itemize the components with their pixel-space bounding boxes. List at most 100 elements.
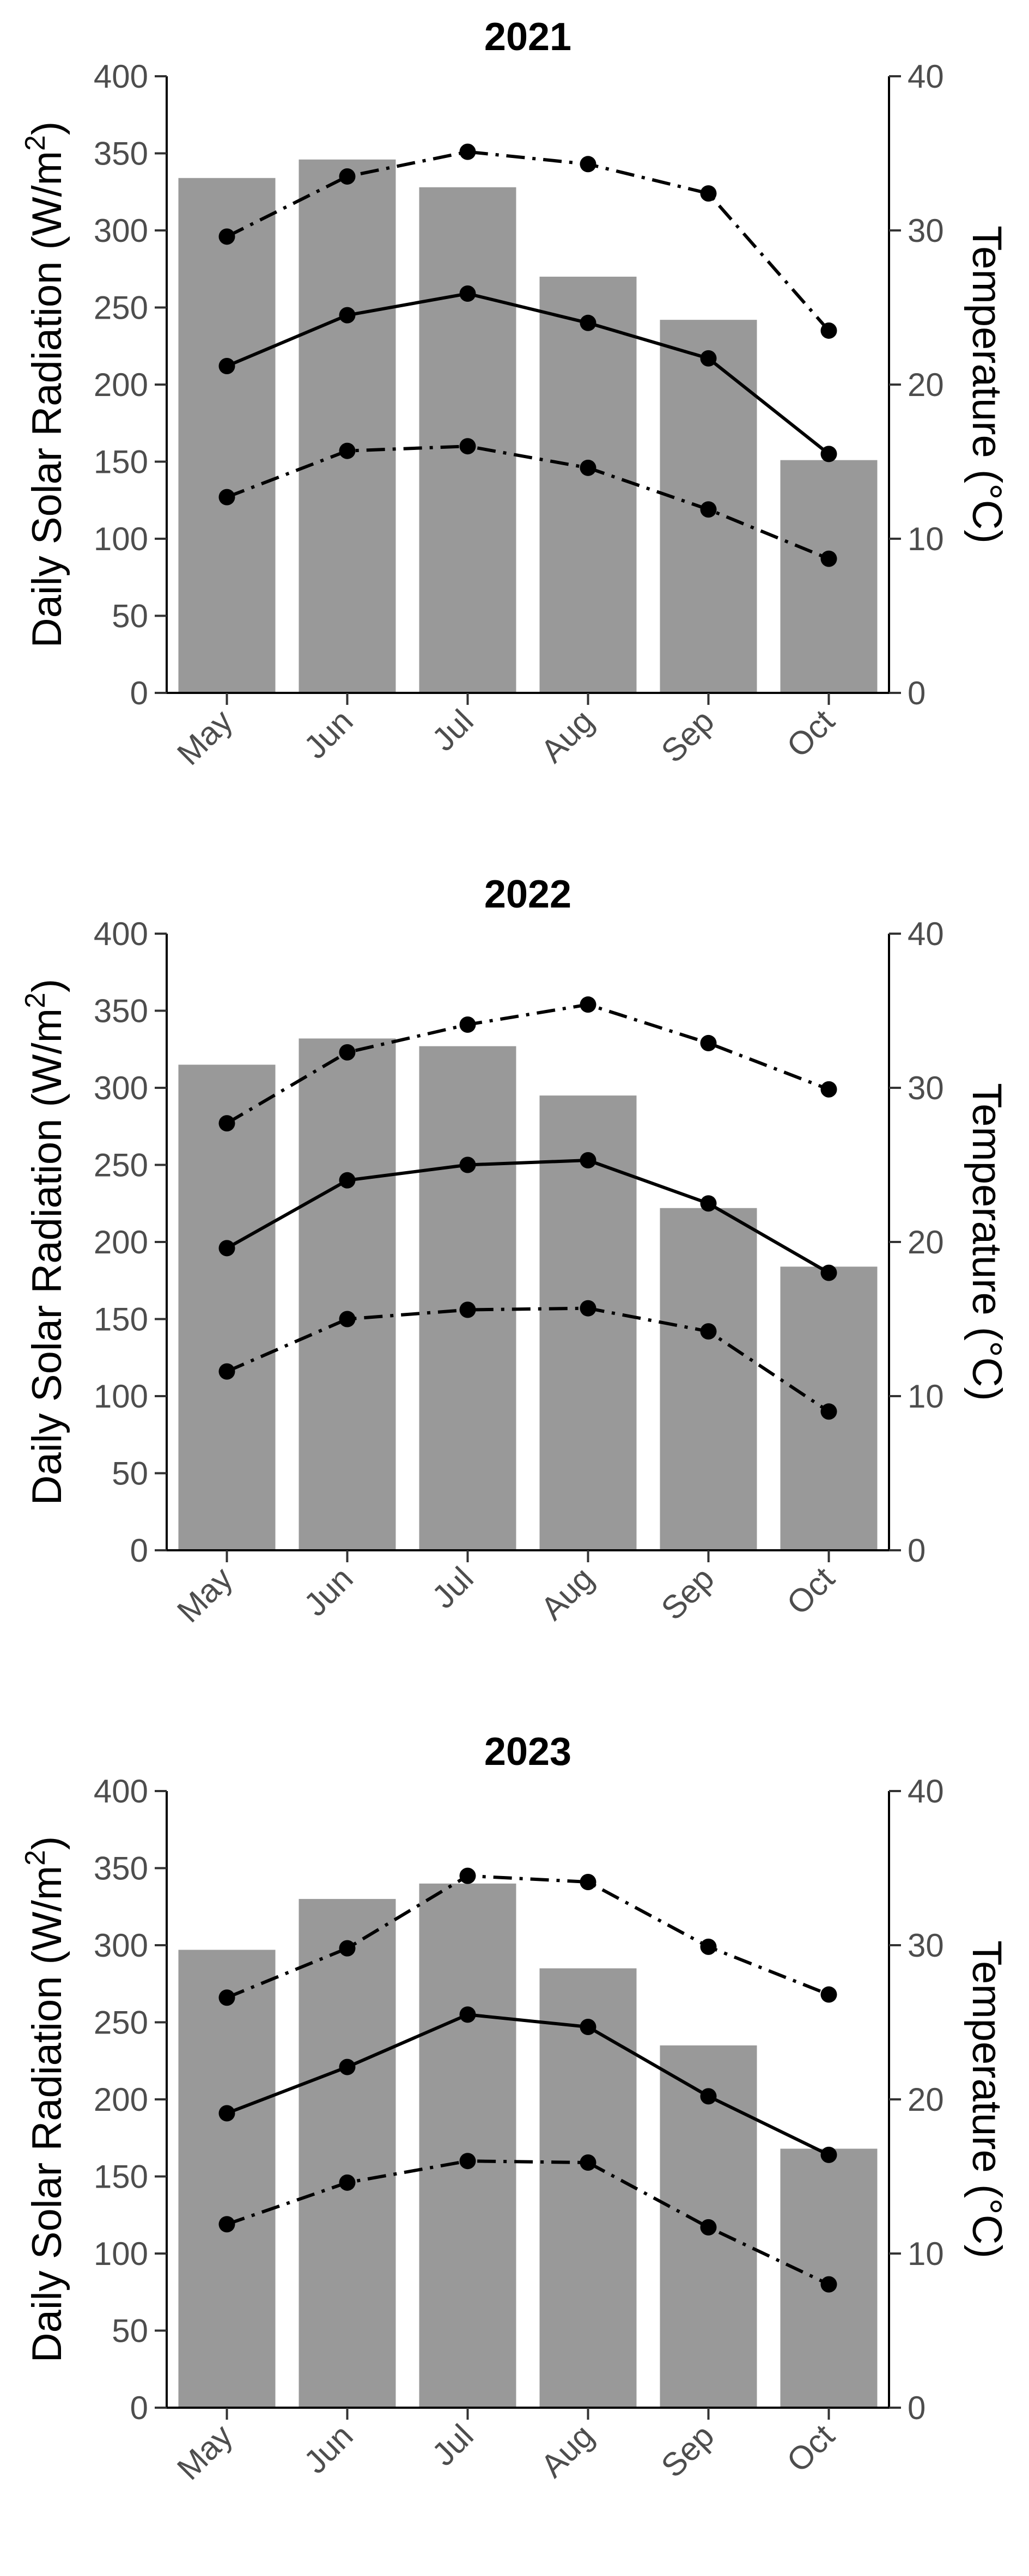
temperature-point xyxy=(700,2219,717,2236)
temperature-line-mean xyxy=(226,1159,830,1275)
temperature-point xyxy=(218,1989,235,2006)
temperature-line-mean xyxy=(226,292,830,455)
x-tick-label: Sep xyxy=(654,2417,721,2484)
temperature-point xyxy=(580,996,596,1013)
temperature-point xyxy=(218,1115,235,1132)
temperature-point xyxy=(339,1044,356,1061)
right-axis-title: Temperature (°C) xyxy=(964,226,1010,544)
temperature-point xyxy=(820,1264,837,1281)
bar-jul xyxy=(419,1883,516,2408)
bar-jun xyxy=(299,159,396,693)
temperature-line-max xyxy=(226,1003,830,1125)
temperature-point xyxy=(459,2153,476,2170)
right-tick-label: 10 xyxy=(908,521,944,557)
left-axis-title-sup: 2 xyxy=(20,135,51,151)
temperature-point xyxy=(820,446,837,462)
left-tick-label: 100 xyxy=(94,521,148,557)
temperature-point xyxy=(580,459,596,476)
panel-title: 2021 xyxy=(484,15,571,59)
x-tick-label: Oct xyxy=(780,1560,842,1622)
left-tick-label: 250 xyxy=(94,2005,148,2041)
left-tick-label: 200 xyxy=(94,1224,148,1260)
x-tick-label: Jun xyxy=(297,1560,360,1623)
x-tick-label: Sep xyxy=(654,703,721,770)
left-axis-title: Daily Solar Radiation (W/m2) xyxy=(20,1836,70,2363)
left-axis-title-sup: 2 xyxy=(20,1850,51,1866)
temperature-line-min xyxy=(226,444,830,561)
right-tick-label: 10 xyxy=(908,1378,944,1415)
left-tick-label: 0 xyxy=(130,1532,148,1569)
temperature-line-mean xyxy=(226,2013,830,2157)
temperature-point xyxy=(580,314,596,331)
temperature-point xyxy=(580,1152,596,1169)
temperature-point xyxy=(580,2018,596,2035)
panel-2021: 2021 0 50 100 150 200 250 300 350 400 0 10 20 30 40 May… xyxy=(20,15,1010,772)
temperature-point xyxy=(459,1301,476,1318)
temperature-point xyxy=(339,1940,356,1957)
x-tick-label: Jul xyxy=(425,2417,480,2473)
left-axis-title-base: Daily Solar Radiation (W/m xyxy=(24,151,70,648)
left-axis-title: Daily Solar Radiation (W/m2) xyxy=(20,979,70,1506)
bar-aug xyxy=(539,1968,637,2408)
left-tick-label: 50 xyxy=(112,2313,148,2349)
left-tick-label: 350 xyxy=(94,136,148,172)
temperature-point xyxy=(580,1300,596,1317)
left-tick-label: 0 xyxy=(130,2390,148,2426)
left-tick-label: 150 xyxy=(94,444,148,480)
x-tick-label: Oct xyxy=(780,703,842,765)
left-tick-label: 100 xyxy=(94,1378,148,1415)
left-axis-title-base: Daily Solar Radiation (W/m xyxy=(24,1866,70,2362)
temperature-point xyxy=(700,1323,717,1340)
left-tick-label: 50 xyxy=(112,598,148,635)
left-axis-title: Daily Solar Radiation (W/m2) xyxy=(20,121,70,648)
temperature-point xyxy=(218,489,235,506)
x-tick-label: May xyxy=(170,2417,240,2487)
left-tick-label: 400 xyxy=(94,1773,148,1810)
bar-aug xyxy=(539,276,637,693)
left-tick-label: 400 xyxy=(94,58,148,95)
right-tick-label: 20 xyxy=(908,1224,944,1260)
temperature-point xyxy=(459,1867,476,1884)
right-tick-label: 30 xyxy=(908,1927,944,1964)
temperature-point xyxy=(339,2174,356,2191)
right-tick-label: 0 xyxy=(908,1532,926,1569)
temperature-point xyxy=(700,2088,717,2105)
left-axis-title-end: ) xyxy=(24,121,70,135)
left-tick-label: 400 xyxy=(94,916,148,952)
bar-may xyxy=(178,1064,276,1550)
right-axis-title: Temperature (°C) xyxy=(964,1083,1010,1401)
x-tick-label: Jul xyxy=(425,703,480,758)
bar-jun xyxy=(299,1899,396,2408)
right-tick-label: 40 xyxy=(908,916,944,952)
temperature-point xyxy=(700,1938,717,1955)
temperature-point xyxy=(820,2276,837,2293)
temperature-point xyxy=(218,1240,235,1257)
x-tick-label: Jun xyxy=(297,2417,360,2481)
temperature-point xyxy=(339,1172,356,1189)
right-tick-label: 20 xyxy=(908,367,944,403)
right-tick-label: 0 xyxy=(908,675,926,711)
temperature-point xyxy=(218,358,235,375)
right-tick-label: 10 xyxy=(908,2236,944,2272)
x-tick-label: Jul xyxy=(425,1560,480,1616)
left-tick-label: 0 xyxy=(130,675,148,711)
temperature-line-min xyxy=(226,1306,830,1413)
left-tick-label: 300 xyxy=(94,1927,148,1964)
temperature-line-max xyxy=(226,150,830,332)
temperature-point xyxy=(459,285,476,302)
temperature-point xyxy=(339,442,356,459)
x-tick-label: Oct xyxy=(780,2417,842,2480)
temperature-point xyxy=(339,168,356,185)
right-tick-label: 40 xyxy=(908,1773,944,1810)
right-tick-label: 40 xyxy=(908,58,944,95)
temperature-point xyxy=(700,1195,717,1212)
bar-jun xyxy=(299,1038,396,1550)
left-tick-label: 350 xyxy=(94,993,148,1030)
panel-2022: 2022 0 50 100 150 200 250 300 350 400 0 10 20 30 40 May… xyxy=(20,873,1010,1629)
temperature-point xyxy=(580,2154,596,2171)
left-tick-label: 250 xyxy=(94,1147,148,1184)
temperature-point xyxy=(820,1403,837,1420)
temperature-point xyxy=(459,1016,476,1033)
temperature-point xyxy=(218,2216,235,2233)
temperature-point xyxy=(339,2059,356,2075)
